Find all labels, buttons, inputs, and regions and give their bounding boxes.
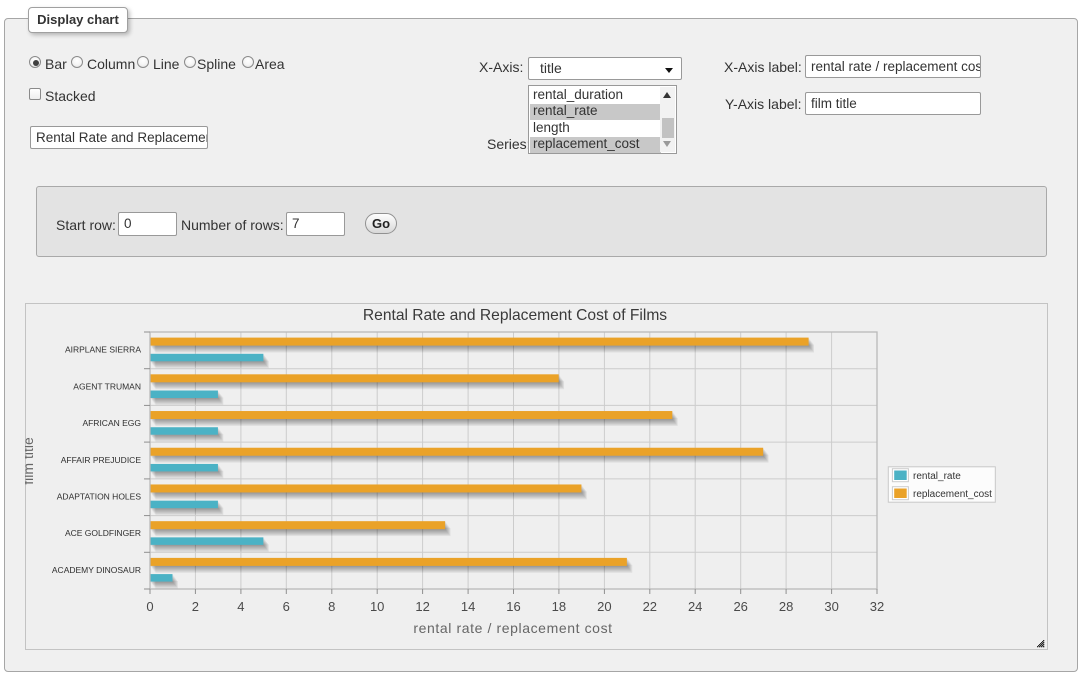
svg-text:24: 24 [688, 599, 702, 614]
svg-text:2: 2 [192, 599, 199, 614]
svg-text:rental_rate: rental_rate [913, 471, 961, 482]
svg-text:30: 30 [824, 599, 838, 614]
svg-text:AGENT TRUMAN: AGENT TRUMAN [73, 381, 141, 391]
svg-text:8: 8 [328, 599, 335, 614]
svg-text:12: 12 [415, 599, 429, 614]
svg-text:AIRPLANE SIERRA: AIRPLANE SIERRA [65, 345, 141, 355]
svg-text:ADAPTATION HOLES: ADAPTATION HOLES [57, 492, 142, 502]
svg-text:18: 18 [552, 599, 566, 614]
svg-text:ACADEMY DINOSAUR: ACADEMY DINOSAUR [52, 565, 141, 575]
svg-text:replacement_cost: replacement_cost [913, 489, 992, 500]
svg-text:rental rate / replacement cost: rental rate / replacement cost [413, 620, 612, 636]
svg-text:ACE GOLDFINGER: ACE GOLDFINGER [65, 528, 141, 538]
svg-text:10: 10 [370, 599, 384, 614]
svg-text:26: 26 [733, 599, 747, 614]
svg-text:28: 28 [779, 599, 793, 614]
svg-text:AFRICAN EGG: AFRICAN EGG [82, 418, 141, 428]
svg-text:4: 4 [237, 599, 244, 614]
svg-text:22: 22 [643, 599, 657, 614]
svg-text:6: 6 [283, 599, 290, 614]
svg-text:film title: film title [25, 437, 36, 485]
svg-text:14: 14 [461, 599, 475, 614]
svg-text:0: 0 [146, 599, 153, 614]
svg-text:16: 16 [506, 599, 520, 614]
svg-text:20: 20 [597, 599, 611, 614]
svg-text:Rental Rate and Replacement Co: Rental Rate and Replacement Cost of Film… [363, 307, 667, 324]
svg-text:32: 32 [870, 599, 884, 614]
svg-text:AFFAIR PREJUDICE: AFFAIR PREJUDICE [61, 455, 142, 465]
